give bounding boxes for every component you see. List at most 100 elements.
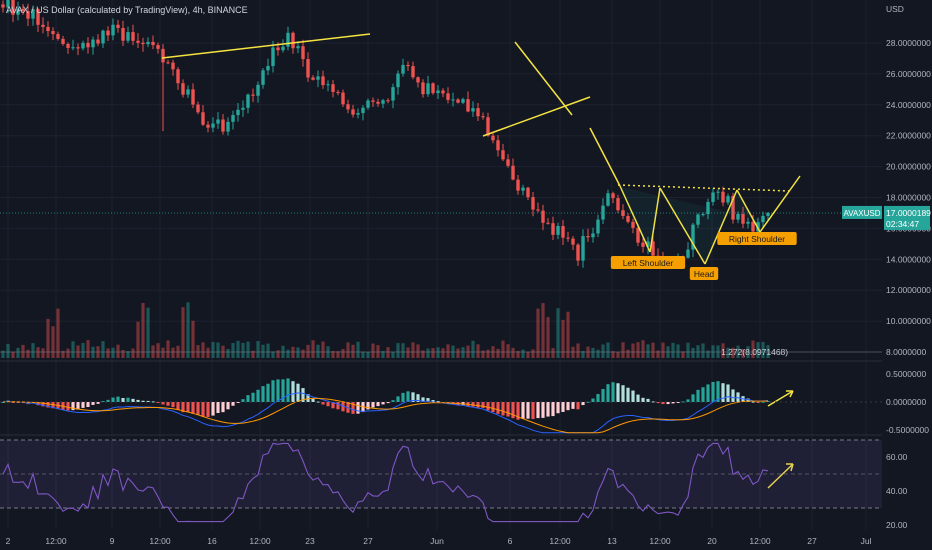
candle-body bbox=[416, 77, 420, 83]
macd-histogram-bar bbox=[596, 394, 600, 402]
macd-histogram-bar bbox=[131, 398, 135, 402]
macd-histogram-bar bbox=[501, 402, 505, 416]
pattern-leg bbox=[704, 189, 738, 265]
volume-bar bbox=[386, 347, 390, 358]
macd-histogram-bar bbox=[406, 391, 410, 402]
head-label-bg bbox=[689, 267, 719, 280]
macd-histogram-bar bbox=[186, 402, 190, 413]
macd-histogram-bar bbox=[291, 381, 295, 402]
macd-histogram-bar bbox=[381, 402, 385, 405]
candle-body bbox=[126, 32, 130, 41]
macd-histogram-bar bbox=[626, 387, 630, 402]
volume-bar bbox=[531, 349, 535, 358]
pattern-leg bbox=[659, 187, 706, 265]
volume-bar bbox=[641, 340, 645, 358]
rsi-arrow bbox=[767, 463, 794, 489]
time-tick-label: 2 bbox=[6, 536, 11, 546]
volume-bar bbox=[161, 347, 165, 358]
candle-body bbox=[516, 179, 520, 191]
volume-bar bbox=[341, 349, 345, 358]
volume-bar bbox=[231, 342, 235, 358]
macd-histogram-bar bbox=[551, 402, 555, 417]
volume-bar bbox=[141, 303, 145, 358]
volume-bar bbox=[101, 341, 105, 358]
rsi-tick-label: 20.00 bbox=[886, 520, 908, 530]
symbol-tag: AVAXUSD bbox=[843, 209, 880, 218]
pattern-fill bbox=[618, 186, 762, 264]
volume-bar bbox=[761, 341, 765, 358]
volume-bar bbox=[566, 311, 570, 358]
candle-body bbox=[231, 115, 235, 122]
candle-body bbox=[386, 100, 390, 102]
candle-body bbox=[361, 107, 365, 114]
candle-body bbox=[371, 100, 375, 102]
macd-histogram-bar bbox=[656, 402, 660, 404]
candle-body bbox=[376, 101, 380, 104]
volume-bar bbox=[481, 350, 485, 358]
macd-arrow-head bbox=[786, 390, 794, 398]
macd-histogram-bar bbox=[681, 401, 685, 403]
macd-histogram-bar bbox=[716, 381, 720, 402]
macd-histogram-bar bbox=[146, 400, 150, 402]
macd-histogram-bar bbox=[101, 401, 105, 403]
candle-body bbox=[91, 39, 95, 48]
volume-bar bbox=[6, 343, 10, 358]
price-tick-label: 12.0000000 bbox=[886, 285, 931, 295]
macd-histogram-bar bbox=[701, 387, 705, 402]
macd-histogram-bar bbox=[281, 379, 285, 402]
price-tick-label: 18.0000000 bbox=[886, 193, 931, 203]
macd-histogram-bar bbox=[276, 379, 280, 402]
macd-tick-label: -0.5000000 bbox=[886, 425, 929, 435]
volume-bar bbox=[731, 347, 735, 358]
volume-bar bbox=[246, 341, 250, 358]
macd-histogram-bar bbox=[666, 402, 670, 405]
volume-bar bbox=[356, 341, 360, 358]
candle-body bbox=[71, 47, 75, 49]
volume-bar bbox=[1, 350, 5, 358]
candle-body bbox=[686, 249, 690, 258]
macd-histogram-bar bbox=[181, 402, 185, 413]
macd-histogram-bar bbox=[526, 402, 530, 419]
macd-histogram-bar bbox=[356, 402, 360, 414]
left-shoulder-label: Left Shoulder bbox=[623, 258, 674, 268]
candle-body bbox=[156, 45, 160, 49]
volume-bar bbox=[676, 344, 680, 358]
breakdown-line bbox=[589, 127, 621, 187]
volume-bar bbox=[521, 349, 525, 358]
candle-body bbox=[641, 242, 645, 247]
volume-bar bbox=[191, 320, 195, 358]
time-tick-label: 12:00 bbox=[549, 536, 571, 546]
signal-line bbox=[2, 397, 769, 434]
volume-bar bbox=[211, 342, 215, 358]
volume-bar bbox=[66, 348, 70, 358]
macd-histogram-bar bbox=[191, 402, 195, 414]
macd-histogram-bar bbox=[136, 399, 140, 402]
volume-bar bbox=[71, 341, 75, 358]
candle-body bbox=[571, 238, 575, 245]
macd-histogram-bar bbox=[651, 401, 655, 403]
macd-histogram-bar bbox=[401, 392, 405, 402]
candle-body bbox=[421, 82, 425, 95]
macd-histogram-bar bbox=[256, 389, 260, 402]
candle-body bbox=[11, 0, 15, 15]
volume-bar bbox=[186, 302, 190, 358]
macd-histogram-bar bbox=[516, 402, 520, 420]
volume-bar bbox=[316, 344, 320, 358]
pattern-leg bbox=[619, 185, 651, 253]
macd-histogram-bar bbox=[271, 380, 275, 402]
candle-body bbox=[61, 38, 65, 44]
candle-body bbox=[356, 113, 360, 115]
macd-histogram-bar bbox=[326, 402, 330, 407]
candle-body bbox=[121, 27, 125, 41]
macd-histogram-bar bbox=[706, 384, 710, 402]
candle-body bbox=[106, 30, 110, 36]
candle-body bbox=[711, 192, 715, 202]
candle-body bbox=[751, 221, 755, 232]
candle-body bbox=[301, 46, 305, 60]
volume-bar bbox=[406, 347, 410, 358]
candle-body bbox=[346, 104, 350, 110]
macd-histogram-bar bbox=[631, 390, 635, 402]
left-shoulder-label-bg bbox=[610, 256, 686, 269]
candle-body bbox=[426, 83, 430, 95]
